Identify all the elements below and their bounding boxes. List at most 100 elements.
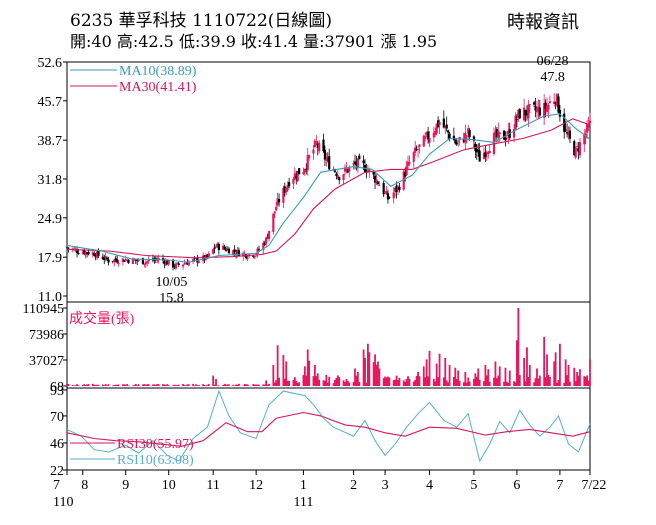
volume-bar xyxy=(516,340,518,386)
volume-bar xyxy=(382,378,385,386)
candle-body xyxy=(356,158,359,169)
volume-bar xyxy=(445,380,448,386)
volume-bar xyxy=(268,383,270,386)
candle-body xyxy=(548,101,551,104)
volume-bar xyxy=(335,377,338,386)
volume-bar xyxy=(86,384,88,386)
volume-bar xyxy=(76,384,78,386)
candle-body xyxy=(153,259,156,261)
volume-bar xyxy=(156,384,159,386)
candle-body xyxy=(484,152,487,157)
volume-bar xyxy=(258,384,260,386)
volume-bar xyxy=(548,376,551,386)
candle-body xyxy=(442,118,445,128)
price-tick-label: 24.9 xyxy=(38,212,63,227)
ohlc-summary: 開:40 高:42.5 低:39.9 收:41.4 量:37901 漲 1.95 xyxy=(70,32,438,51)
volume-bar xyxy=(517,308,520,386)
candle-body xyxy=(494,131,497,135)
volume-bar xyxy=(124,384,127,386)
volume-bar xyxy=(544,377,547,386)
candle-body xyxy=(386,193,390,200)
candle-body xyxy=(485,152,488,154)
candle-body xyxy=(316,143,319,148)
candle-body xyxy=(454,139,457,144)
candle-body xyxy=(583,134,586,145)
volume-bar xyxy=(143,384,146,386)
volume-bar xyxy=(137,384,140,386)
volume-bar xyxy=(164,384,167,386)
volume-bar xyxy=(452,376,455,386)
candle-body xyxy=(522,107,526,121)
candle-body xyxy=(131,258,135,264)
candle-body xyxy=(535,108,539,113)
candle-body xyxy=(588,120,592,124)
volume-bar xyxy=(127,385,130,387)
candle-body xyxy=(136,259,139,262)
volume-bar xyxy=(101,384,104,386)
candle-body xyxy=(426,131,430,140)
volume-bar xyxy=(398,377,401,386)
candle-body xyxy=(373,175,377,183)
candle-body xyxy=(545,106,549,112)
candle-body xyxy=(507,130,510,136)
volume-bar xyxy=(157,384,160,386)
candle-body xyxy=(302,172,305,174)
candle-body xyxy=(137,259,140,261)
candle-body xyxy=(518,109,521,119)
volume-bar xyxy=(427,376,429,386)
candle-body xyxy=(335,173,338,176)
price-tick-label: 17.9 xyxy=(38,251,63,266)
candle-body xyxy=(276,198,279,206)
candle-body xyxy=(343,167,347,172)
price-tick-label: 52.6 xyxy=(38,56,63,71)
volume-bar xyxy=(104,384,107,386)
low-date-annotation: 10/05 xyxy=(156,275,188,290)
candle-body xyxy=(487,152,490,155)
candle-body xyxy=(355,161,358,166)
candle-body xyxy=(498,132,501,134)
candle-body xyxy=(163,260,166,265)
volume-bar xyxy=(503,381,505,386)
candle-body xyxy=(124,259,127,261)
candle-body xyxy=(547,104,550,110)
candle-body xyxy=(388,197,391,199)
volume-bar xyxy=(225,384,227,386)
volume-bar xyxy=(487,369,490,386)
candle-body xyxy=(568,130,572,139)
volume-bar xyxy=(586,375,589,386)
candle-body xyxy=(166,260,169,265)
volume-bar xyxy=(432,378,435,386)
volume-bar xyxy=(447,382,450,386)
volume-bar xyxy=(574,381,577,386)
volume-bar xyxy=(394,379,397,386)
volume-bar xyxy=(365,382,368,386)
candle-body xyxy=(468,130,471,138)
volume-bar xyxy=(468,381,471,386)
candle-body xyxy=(543,103,546,118)
volume-bar xyxy=(298,382,301,386)
candle-body xyxy=(186,262,189,265)
candle-body xyxy=(91,252,94,255)
volume-bar xyxy=(192,383,194,386)
volume-bar xyxy=(463,382,465,386)
volume-bar xyxy=(567,364,570,386)
candle-body xyxy=(242,252,245,257)
volume-bar xyxy=(111,385,114,387)
candle-body xyxy=(127,260,130,263)
volume-bar xyxy=(587,380,590,386)
volume-bar xyxy=(293,377,296,386)
x-tick-label: 5 xyxy=(470,478,477,493)
candle-body xyxy=(273,211,276,214)
volume-bar xyxy=(352,381,355,386)
volume-bar xyxy=(262,384,265,386)
volume-bar xyxy=(295,381,298,386)
volume-bar xyxy=(424,377,427,386)
x-tick-label: 10 xyxy=(162,478,176,493)
candle-body xyxy=(587,123,590,128)
volume-bar xyxy=(397,380,399,386)
rsi-tick-label: 93 xyxy=(50,384,64,399)
volume-bar xyxy=(187,384,190,386)
candle-body xyxy=(482,152,486,159)
volume-bar xyxy=(246,384,249,386)
volume-bar xyxy=(467,377,470,386)
